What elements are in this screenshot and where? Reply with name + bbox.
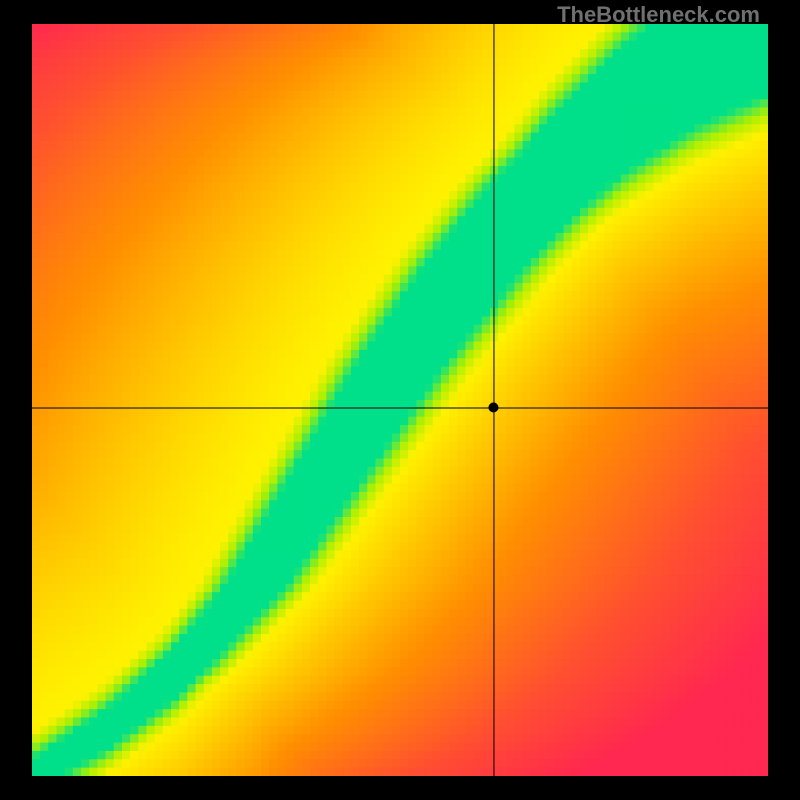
bottleneck-heatmap (32, 24, 768, 776)
chart-container: TheBottleneck.com (0, 0, 800, 800)
watermark-text: TheBottleneck.com (557, 2, 760, 28)
